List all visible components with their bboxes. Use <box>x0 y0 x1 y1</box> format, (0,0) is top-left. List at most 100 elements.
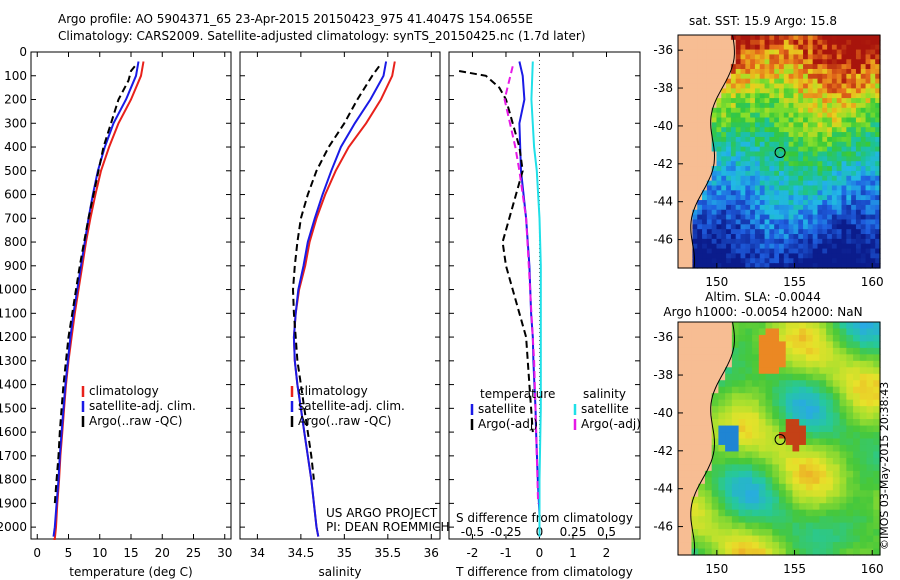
sla-map-cell <box>772 548 780 556</box>
sst-map-cell <box>851 200 857 206</box>
sla-map-cell <box>711 425 719 433</box>
sla-map-cell <box>691 386 699 394</box>
sla-map-cell <box>772 483 780 491</box>
sla-map-cell <box>853 432 861 440</box>
sst-map-cell <box>870 200 876 206</box>
sst-map-cell <box>817 146 823 153</box>
sst-map-cell <box>687 248 694 255</box>
sst-map-cell <box>822 122 828 128</box>
sst-map-cell <box>851 44 857 51</box>
sst-map-cell <box>851 83 857 89</box>
sst-map-cell <box>855 200 862 206</box>
sst-map-cell <box>793 98 799 104</box>
sst-map-cell <box>851 141 857 148</box>
sla-map-cell <box>758 522 767 530</box>
sst-map-cell <box>726 151 732 157</box>
sla-map-cell <box>758 386 767 394</box>
sst-map-cell <box>678 229 684 235</box>
sst-map-cell <box>769 141 775 148</box>
sla-map-cell <box>765 360 773 368</box>
sst-map-cell <box>822 195 828 201</box>
sst-map-cell <box>730 136 737 143</box>
sst-map-cell <box>812 102 819 109</box>
sst-map-cell <box>855 93 862 99</box>
sla-map-cell <box>812 360 820 368</box>
sst-map-cell <box>788 161 795 167</box>
sla-map-cell <box>711 477 719 485</box>
sla-map-cell <box>698 509 706 517</box>
sst-map-title: sat. SST: 15.9 Argo: 15.8 <box>689 14 837 28</box>
sst-map-cell <box>745 112 751 119</box>
sst-map-cell <box>726 59 732 65</box>
depth-tick-label: 800 <box>4 235 27 249</box>
sst-map-cell <box>735 180 742 187</box>
sla-map-cell <box>678 432 686 440</box>
sst-map-ytick-label: -36 <box>653 43 673 57</box>
sst-map-cell <box>735 175 742 182</box>
sst-map-cell <box>841 204 847 211</box>
sla-map-cell <box>832 503 841 511</box>
sst-map-cell <box>769 112 775 119</box>
sla-map-cell <box>853 386 861 394</box>
sla-map-cell <box>678 444 686 453</box>
sst-map-cell <box>764 224 770 230</box>
sla-map-cell <box>805 406 814 414</box>
sst-map-cell <box>803 68 809 75</box>
sst-map-cell <box>745 170 751 177</box>
sst-map-cell <box>769 190 775 196</box>
sla-map-cell <box>779 347 787 355</box>
sla-map-cell <box>873 438 881 446</box>
sla-map-cell <box>698 334 706 343</box>
sst-map-cell <box>870 161 876 167</box>
sst-map-cell <box>860 73 867 80</box>
sst-map-cell <box>726 243 732 250</box>
sla-map-cell <box>745 347 753 355</box>
sla-map-cell <box>866 496 874 504</box>
sst-map-cell <box>759 122 766 128</box>
sst-map-cell <box>721 248 727 255</box>
sst-map-cell <box>803 83 809 89</box>
sla-map-cell <box>698 406 706 414</box>
sst-map-cell <box>706 102 713 109</box>
difference-frame <box>448 51 641 540</box>
sla-map-cell <box>678 496 686 504</box>
sst-map-cell <box>860 35 867 41</box>
sla-map-cell <box>826 373 834 381</box>
sla-map-cell <box>785 451 794 459</box>
sla-map-cell <box>711 341 719 349</box>
sst-map-cell <box>774 200 780 206</box>
sst-map-cell <box>721 263 727 269</box>
sla-map-cell <box>799 393 807 401</box>
sst-map-cell <box>841 132 847 138</box>
sst-map-cell <box>827 132 833 138</box>
legend-temperature-title: temperature <box>480 387 555 401</box>
sst-map-cell <box>682 73 689 80</box>
sla-map-cell <box>731 419 740 427</box>
sla-map-cell <box>684 322 693 330</box>
sla-map-cell <box>765 522 773 530</box>
sst-map-cell <box>846 185 852 191</box>
sst-map-cell <box>865 117 871 123</box>
sst-map-cell <box>812 73 819 80</box>
sla-map-cell <box>725 341 733 349</box>
sla-map-cell <box>792 322 800 330</box>
sst-map-cell <box>697 200 703 206</box>
sst-map-cell <box>836 170 843 177</box>
sla-map-cell <box>792 373 800 381</box>
sst-map-cell <box>754 248 761 255</box>
sst-map-cell <box>754 224 761 230</box>
sla-map-cell <box>799 457 807 465</box>
sst-map-cell <box>730 204 737 211</box>
sst-map-cell <box>836 107 843 114</box>
sst-map-cell <box>692 175 698 182</box>
sst-map-cell <box>875 243 881 250</box>
sla-map-cell <box>839 483 847 491</box>
sst-map-cell <box>836 54 843 60</box>
sla-map-cell <box>832 516 841 524</box>
sla-map-cell <box>799 341 807 349</box>
sla-map-cell <box>846 341 854 349</box>
sst-map-cell <box>798 73 804 80</box>
sst-map-cell <box>783 54 790 60</box>
sst-map-cell <box>697 248 703 255</box>
sst-map-cell <box>678 132 684 138</box>
